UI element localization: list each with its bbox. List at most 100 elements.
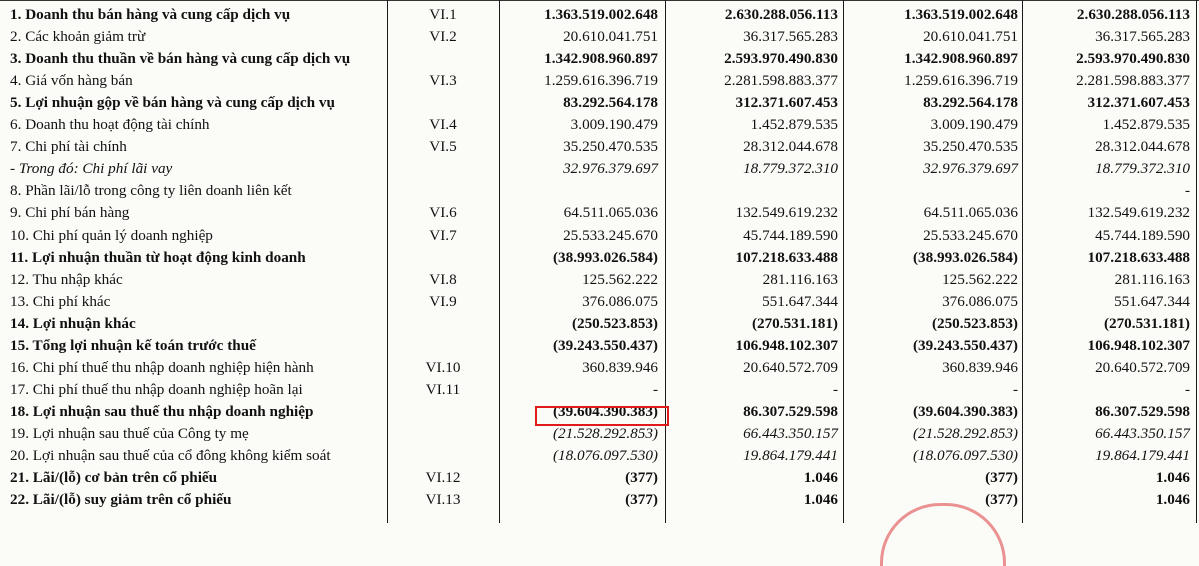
table-row: 5. Lợi nhuận gộp về bán hàng và cung cấp… <box>0 92 1199 114</box>
row-note <box>388 247 498 269</box>
table-row: 7. Chi phí tài chính VI.5 35.250.470.535 28… <box>0 136 1199 158</box>
column-divider <box>387 0 388 523</box>
value-col-1: 35.250.470.535 <box>563 138 658 156</box>
value-col-1: (250.523.853) <box>571 314 658 332</box>
table-row: 21. Lãi/(lỗ) cơ bản trên cổ phiếu VI.12 (3… <box>0 467 1199 489</box>
value-col-4: 551.647.344 <box>1114 292 1190 310</box>
value-col-1: (377) <box>625 469 658 487</box>
table-row: 11. Lợi nhuận thuần từ hoạt động kinh do… <box>0 247 1199 269</box>
value-col-1: 3.009.190.479 <box>570 116 658 134</box>
table-row: 19. Lợi nhuận sau thuế của Công ty mẹ (21… <box>0 423 1199 445</box>
value-col-2: 2.593.970.490.830 <box>724 50 838 68</box>
row-label: - Trong đó: Chi phí lãi vay <box>10 160 173 178</box>
value-col-2: 132.549.619.232 <box>735 204 838 222</box>
value-col-2: 281.116.163 <box>762 270 838 288</box>
row-label: 22. Lãi/(lỗ) suy giảm trên cổ phiếu <box>10 491 232 509</box>
value-col-4: 281.116.163 <box>1114 270 1190 288</box>
value-col-3: 25.533.245.670 <box>923 226 1018 244</box>
row-note <box>388 401 498 423</box>
table-row: 13. Chi phí khác VI.9 376.086.075 551.647.3… <box>0 291 1199 313</box>
value-col-2: 551.647.344 <box>762 292 838 310</box>
value-col-2: (270.531.181) <box>751 314 838 332</box>
value-col-3: 3.009.190.479 <box>930 116 1018 134</box>
value-col-2: 106.948.102.307 <box>735 336 838 354</box>
row-label: 20. Lợi nhuận sau thuế của cổ đông không… <box>10 447 331 464</box>
value-col-3: 83.292.564.178 <box>923 94 1018 112</box>
value-col-1: (18.076.097.530) <box>552 447 658 464</box>
row-note: VI.8 <box>429 270 457 288</box>
value-col-4: 106.948.102.307 <box>1087 336 1190 354</box>
table-row: 16. Chi phí thuế thu nhập doanh nghiệp h… <box>0 357 1199 379</box>
row-note <box>388 335 498 357</box>
row-label: 4. Giá vốn hàng bán <box>10 72 133 90</box>
value-col-2: 45.744.189.590 <box>743 226 838 244</box>
value-col-1: (39.243.550.437) <box>552 336 658 354</box>
value-col-1: 64.511.065.036 <box>563 204 658 222</box>
value-col-3: 1.259.616.396.719 <box>904 72 1018 90</box>
value-col-3: (377) <box>985 491 1018 509</box>
row-note: VI.12 <box>425 469 461 487</box>
highlight-box <box>535 406 669 426</box>
value-col-4: 45.744.189.590 <box>1095 226 1190 244</box>
value-col-2: 2.630.288.056.113 <box>724 6 838 23</box>
row-note: VI.6 <box>429 204 457 222</box>
row-note <box>388 445 498 467</box>
row-note: VI.11 <box>425 380 461 398</box>
value-col-1: 1.259.616.396.719 <box>544 72 658 90</box>
row-label: 19. Lợi nhuận sau thuế của Công ty mẹ <box>10 424 249 442</box>
value-col-2: 1.046 <box>803 491 838 509</box>
value-col-3: 360.839.946 <box>942 358 1018 376</box>
row-label: 10. Chi phí quản lý doanh nghiệp <box>10 226 213 244</box>
table-top-border <box>0 0 1199 1</box>
value-col-4: 66.443.350.157 <box>1095 424 1190 442</box>
value-col-2: 66.443.350.157 <box>743 424 838 442</box>
value-col-1: 376.086.075 <box>582 292 658 310</box>
row-label: 11. Lợi nhuận thuần từ hoạt động kinh do… <box>10 248 306 266</box>
table-row: 12. Thu nhập khác VI.8 125.562.222 281.116.… <box>0 269 1199 291</box>
column-divider <box>665 0 666 523</box>
value-col-2: 28.312.044.678 <box>743 138 838 156</box>
value-col-3: 376.086.075 <box>942 292 1018 310</box>
row-label: 3. Doanh thu thuần về bán hàng và cung c… <box>10 50 351 68</box>
value-col-4: 18.779.372.310 <box>1095 160 1190 178</box>
column-divider <box>843 0 844 523</box>
table-row: 10. Chi phí quản lý doanh nghiệp VI.7 25.5… <box>0 225 1199 247</box>
value-col-2: 312.371.607.453 <box>735 94 838 112</box>
table-row: 20. Lợi nhuận sau thuế của cổ đông không… <box>0 445 1199 467</box>
table-row: 2. Các khoản giảm trừ VI.2 20.610.041.751 3… <box>0 26 1199 48</box>
row-note <box>388 92 498 114</box>
table-row: - Trong đó: Chi phí lãi vay 32.976.379.69… <box>0 158 1199 180</box>
value-col-3: (250.523.853) <box>931 314 1018 332</box>
row-note <box>388 48 498 70</box>
row-label: 2. Các khoản giảm trừ <box>10 28 146 46</box>
value-col-3: (21.528.292.853) <box>912 424 1018 442</box>
value-col-4: 36.317.565.283 <box>1095 28 1190 46</box>
value-col-3: (39.604.390.383) <box>912 402 1018 420</box>
row-label: 15. Tổng lợi nhuận kế toán trước thuế <box>10 336 256 354</box>
value-col-1: 360.839.946 <box>582 358 658 376</box>
row-note: VI.5 <box>429 138 457 156</box>
table-row: 14. Lợi nhuận khác (250.523.853) (270.531.… <box>0 313 1199 335</box>
value-col-4: 312.371.607.453 <box>1087 94 1190 112</box>
value-col-4: - <box>1184 182 1190 200</box>
value-col-3: 64.511.065.036 <box>923 204 1018 222</box>
value-col-1: 83.292.564.178 <box>563 94 658 112</box>
row-note <box>388 180 498 202</box>
column-divider <box>1196 0 1197 523</box>
row-note: VI.4 <box>429 116 457 134</box>
row-note: VI.9 <box>429 292 457 310</box>
value-col-3: - <box>1012 380 1018 398</box>
row-note: VI.7 <box>429 226 457 244</box>
value-col-4: (270.531.181) <box>1103 314 1190 332</box>
value-col-4: 2.593.970.490.830 <box>1076 50 1190 68</box>
row-note: VI.13 <box>425 491 461 509</box>
row-label: 5. Lợi nhuận gộp về bán hàng và cung cấp… <box>10 94 335 112</box>
value-col-2: 107.218.633.488 <box>735 248 838 266</box>
value-col-4: 132.549.619.232 <box>1087 204 1190 222</box>
value-col-1: (21.528.292.853) <box>552 424 658 442</box>
value-col-2: - <box>832 380 838 398</box>
value-col-1: 1.363.519.002.648 <box>544 6 658 23</box>
value-col-3: 1.363.519.002.648 <box>904 6 1018 23</box>
row-label: 14. Lợi nhuận khác <box>10 314 136 332</box>
row-label: 8. Phần lãi/lỗ trong công ty liên doanh … <box>10 182 292 200</box>
